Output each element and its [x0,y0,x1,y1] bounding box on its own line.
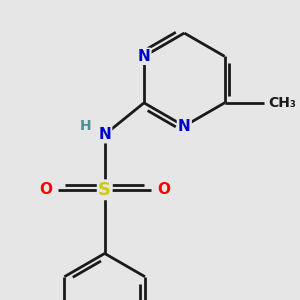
Text: H: H [79,119,91,133]
Text: CH₃: CH₃ [269,96,296,110]
Text: O: O [157,182,170,197]
Text: N: N [138,49,150,64]
Text: N: N [178,118,191,134]
Text: N: N [98,127,111,142]
Text: S: S [98,181,111,199]
Text: O: O [39,182,52,197]
